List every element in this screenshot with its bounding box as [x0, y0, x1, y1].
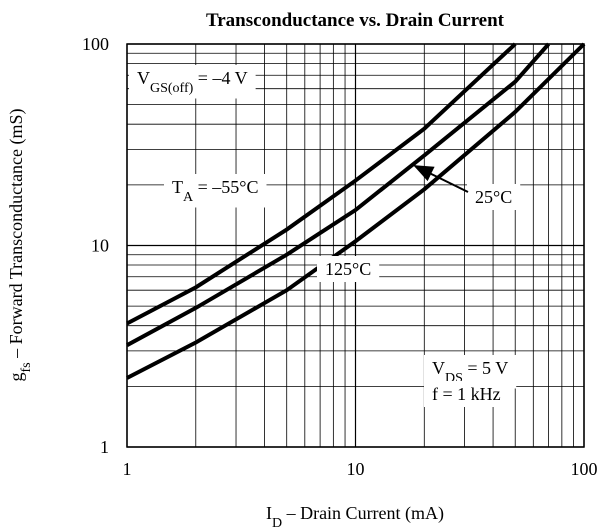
annotation: f = 1 kHz — [432, 384, 501, 404]
text-part: I — [266, 503, 272, 523]
x-tick-label: 10 — [347, 459, 365, 479]
annotation: TA = –55°C — [172, 177, 258, 205]
text-part: GS(off) — [150, 81, 194, 96]
annotation-background — [164, 174, 267, 208]
text-part: g — [6, 373, 26, 382]
text-part: 125°C — [325, 259, 371, 279]
text-part: A — [183, 190, 194, 205]
x-tick-label: 100 — [571, 459, 598, 479]
y-tick-label: 10 — [91, 236, 109, 256]
chart-title: Transconductance vs. Drain Current — [206, 10, 505, 31]
annotation: VGS(off) = –4 V — [137, 68, 248, 96]
text-part: T — [172, 177, 183, 197]
text-part: V — [137, 68, 150, 88]
y-axis-label: gfs – Forward Transconductance (mS) — [6, 108, 34, 381]
x-tick-label: 1 — [123, 459, 132, 479]
annotation-background — [317, 256, 380, 282]
text-part: D — [272, 516, 282, 527]
annotation-background — [424, 381, 509, 407]
annotation: 125°C — [325, 259, 371, 279]
line-series — [126, 42, 586, 380]
text-part: = 5 V — [463, 358, 508, 378]
annotation-background — [467, 184, 521, 210]
text-part: f = 1 kHz — [432, 384, 501, 404]
text-part: – Forward Transconductance (mS) — [6, 108, 27, 362]
text-part: 25°C — [475, 187, 512, 207]
text-part: = –55°C — [193, 177, 258, 197]
text-part: = –4 V — [193, 68, 247, 88]
annotation: 25°C — [475, 187, 512, 207]
x-axis-label: ID – Drain Current (mA) — [266, 503, 444, 527]
text-part: fs — [19, 362, 34, 372]
line-series — [126, 42, 551, 347]
y-tick-label: 1 — [100, 437, 109, 457]
text-part: V — [432, 358, 445, 378]
line-series — [126, 42, 517, 326]
plot-frame — [126, 43, 585, 448]
text-part: – Drain Current (mA) — [282, 503, 444, 524]
y-tick-label: 100 — [82, 34, 109, 54]
annotation-arrow — [413, 165, 469, 193]
annotation-background — [129, 65, 256, 99]
